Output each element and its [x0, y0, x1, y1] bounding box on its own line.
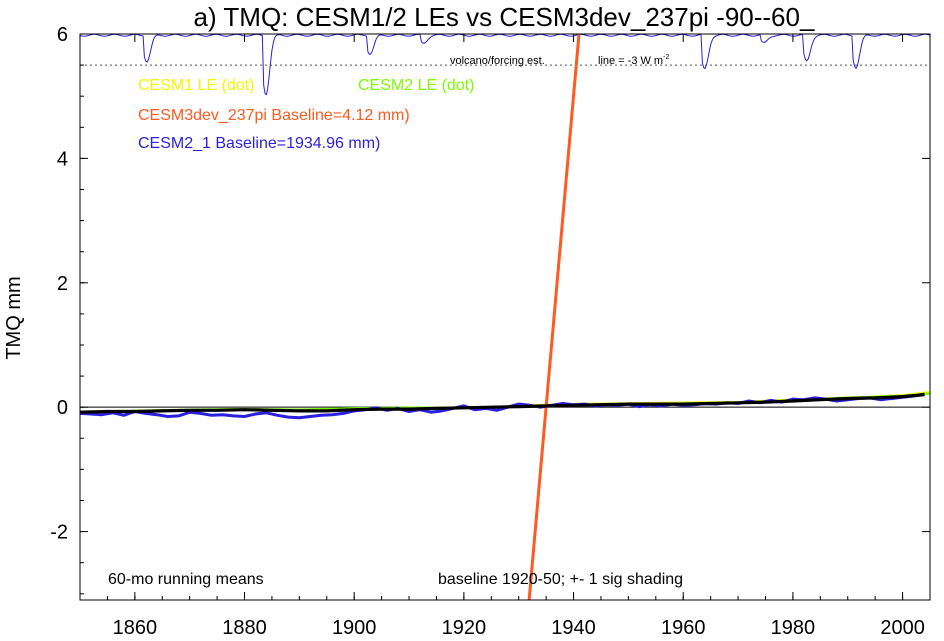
y-tick-label--2: -2	[50, 522, 68, 544]
chart-title: a) TMQ: CESM1/2 LEs vs CESM3dev_237pi -9…	[194, 2, 815, 32]
x-tick-label-1940: 1940	[551, 617, 596, 639]
x-tick-label-1960: 1960	[661, 617, 706, 639]
y-axis-label-group: TMQ mm	[3, 276, 25, 359]
running-means-annotation: 60-mo running means	[108, 571, 264, 588]
y-axis-label: TMQ mm	[3, 276, 25, 359]
y-tick-label-6: 6	[57, 24, 68, 46]
volcano-forcing-line	[80, 34, 930, 96]
x-tick-label-1920: 1920	[442, 617, 487, 639]
legend-cesm1: CESM1 LE (dot)	[138, 77, 254, 94]
x-tick-label-2000: 2000	[880, 617, 925, 639]
plot-frame	[79, 33, 931, 601]
plot-area: 1860 1880 1900 1920 1940 1960 1980 2000 -2 0 2 4 6	[50, 24, 931, 639]
series-group	[80, 34, 930, 600]
y-tick-label-2: 2	[57, 273, 68, 295]
line-annotation-text: line = -3 W m	[598, 55, 663, 67]
line-annotation: line = -3 W m-2	[598, 54, 669, 67]
series-line-2	[527, 34, 581, 600]
y-tick-label-4: 4	[57, 148, 68, 170]
series-line-4	[80, 393, 925, 414]
x-tick-label-1980: 1980	[771, 617, 816, 639]
baseline-annotation: baseline 1920-50; +- 1 sig shading	[438, 571, 683, 588]
y-tick-label-0: 0	[57, 397, 68, 419]
x-tick-label-1860: 1860	[113, 617, 158, 639]
legend-cesm2-1: CESM2_1 Baseline=1934.96 mm)	[138, 135, 380, 152]
x-tick-label-1900: 1900	[332, 617, 377, 639]
legend-cesm2: CESM2 LE (dot)	[358, 77, 474, 94]
x-tick-label-1880: 1880	[222, 617, 267, 639]
volcano-annotation: volcano/forcing est.	[450, 55, 545, 67]
legend-cesm3dev: CESM3dev_237pi Baseline=4.12 mm)	[138, 107, 410, 124]
line-annotation-sup: -2	[663, 54, 669, 61]
